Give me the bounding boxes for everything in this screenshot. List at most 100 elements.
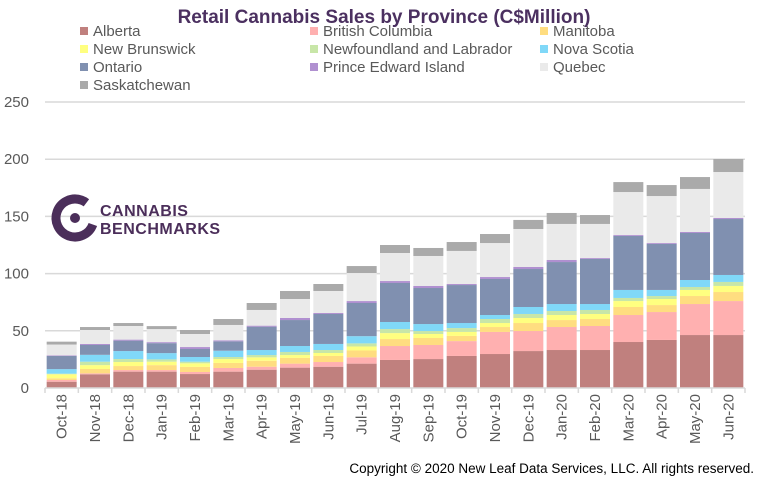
legend-label: Alberta [93,23,141,40]
legend-swatch [80,81,88,89]
logo-text-benchmarks: BENCHMARKS [100,221,221,238]
bar-segment-ontario [446,285,477,324]
legend-swatch [80,63,88,71]
bar-segment-new-brunswick [513,317,544,324]
legend-swatch [540,45,548,53]
bar-segment-prince-edward-island [146,342,177,344]
y-tick-label: 200 [4,151,29,168]
bar-segment-prince-edward-island [180,347,210,349]
bar-segment-alberta [346,363,377,388]
bar-segment-alberta [480,354,510,388]
legend-swatch [540,63,548,71]
bar-segment-nova-scotia [413,324,444,332]
legend-label: Manitoba [553,23,615,40]
bar-segment-prince-edward-island [80,343,110,345]
bar-segment-quebec [546,223,577,260]
bar-segment-nova-scotia [613,289,644,298]
bar-segment-manitoba [46,378,77,380]
bar-segment-ontario [346,303,377,337]
bar-segment-alberta [246,369,277,388]
bar-segment-saskatchewan [480,234,510,244]
bar-segment-alberta [646,339,677,388]
bar-segment-newfoundland-and-labrador [680,286,710,290]
bar-segment-british-columbia [480,331,510,355]
x-tick-label: May-19 [287,394,304,444]
bar-segment-prince-edward-island [580,258,610,259]
bar-segment-manitoba [580,319,610,326]
bar-segment-alberta [146,371,177,388]
bar-segment-newfoundland-and-labrador [180,361,210,364]
bar-segment-manitoba [446,335,477,342]
bar-segment-ontario [146,343,177,354]
x-tick-label: May-20 [687,394,704,444]
bar-segment-alberta [513,351,544,388]
x-tick-label: Jun-19 [320,394,337,440]
bar-segment-saskatchewan [80,327,110,330]
bar-segment-new-brunswick [480,323,510,328]
bar-segment-nova-scotia [146,353,177,360]
bar-segment-prince-edward-island [713,218,744,220]
bar-segment-newfoundland-and-labrador [446,328,477,332]
bar-segment-ontario [480,278,510,316]
legend: Alberta British Columbia Manitoba New Bruns… [80,23,635,94]
bar-segment-prince-edward-island [413,285,444,289]
x-tick-label: Apr-19 [254,394,271,439]
bar-segment-alberta [613,342,644,388]
bar-segment-new-brunswick [346,346,377,351]
bar-segment-british-columbia [180,371,210,375]
bar-segment-quebec [646,196,677,244]
bar-segment-newfoundland-and-labrador [613,297,644,302]
bar-segment-quebec [280,298,310,318]
bar-segment-ontario [413,288,444,325]
logo-text-cannabis: CANNABIS [100,203,188,220]
bar-segment-newfoundland-and-labrador [380,329,410,334]
bar-segment-nova-scotia [346,336,377,344]
copyright-notice: Copyright © 2020 New Leaf Data Services,… [349,461,754,476]
bar-segment-newfoundland-and-labrador [580,309,610,314]
bar-segment-quebec [246,309,277,326]
bar-segment-saskatchewan [580,215,610,224]
bar-segment-ontario [513,269,544,308]
bar-segment-nova-scotia [80,354,110,362]
legend-swatch [310,63,318,71]
bar-segment-quebec [180,334,210,348]
bar-segment-manitoba [713,292,744,302]
bar-segment-ontario [280,320,310,347]
bar-segment-ontario [713,219,744,275]
bar-segment-nova-scotia [280,346,310,352]
bar-segment-quebec [580,223,610,259]
bar-segment-british-columbia [613,315,644,343]
legend-swatch [310,27,318,35]
bar-segment-saskatchewan [113,323,144,326]
bar-segment-nova-scotia [313,343,344,351]
bar-segment-ontario [646,243,677,290]
bar-segment-prince-edward-island [46,355,77,356]
bar-segment-ontario [180,348,210,357]
bar-segment-new-brunswick [413,334,444,339]
bar-segment-british-columbia [80,373,110,375]
y-tick-label: 0 [21,380,29,397]
bar-segment-british-columbia [246,366,277,370]
bar-segment-saskatchewan [713,158,744,173]
legend-label: British Columbia [323,23,433,40]
bar-segment-quebec [680,188,710,232]
bar-segment-manitoba [313,355,344,363]
bar-segment-quebec [113,325,144,340]
x-tick-label: Dec-19 [520,394,537,442]
bar-segment-quebec [146,329,177,343]
bar-segment-manitoba [180,366,210,372]
bar-segment-british-columbia [313,362,344,367]
bar-segment-quebec [80,329,110,344]
bar-segment-saskatchewan [446,242,477,251]
bar-segment-alberta [413,359,444,388]
legend-swatch [310,45,318,53]
bar-segment-alberta [280,367,310,388]
bar-segment-new-brunswick [246,357,277,361]
bar-segment-nova-scotia [680,280,710,287]
bar-segment-newfoundland-and-labrador [280,351,310,356]
bar-segment-manitoba [146,365,177,371]
bar-segment-british-columbia [280,363,310,368]
bar-segment-new-brunswick [646,298,677,306]
